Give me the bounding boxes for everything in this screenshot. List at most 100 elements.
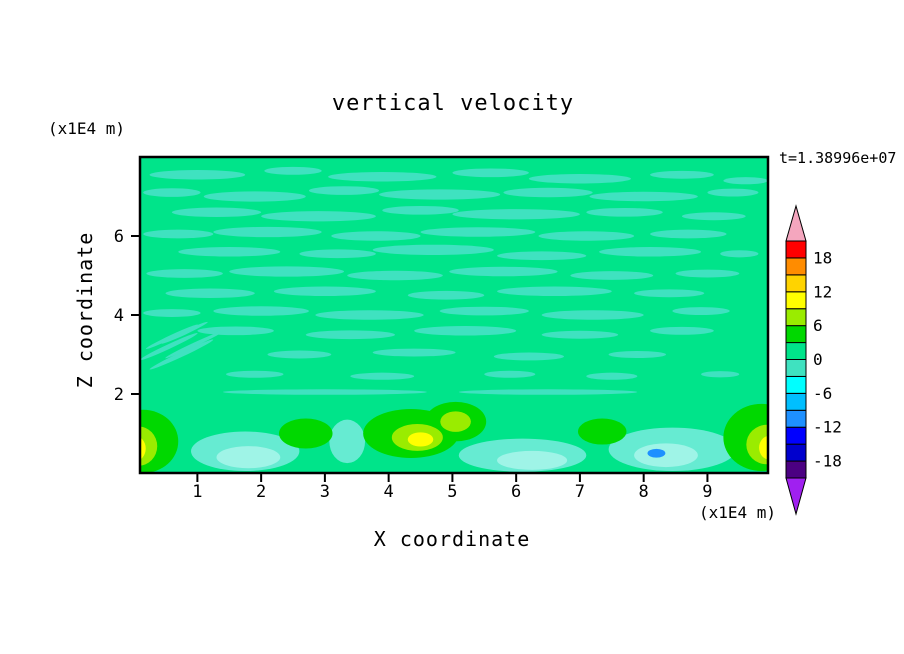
contour-streak <box>675 269 740 278</box>
contour-streak <box>720 250 759 258</box>
contour-streak <box>599 247 702 257</box>
contour-blob <box>329 419 366 464</box>
x-tick-label: 2 <box>256 482 266 502</box>
x-tick-label: 9 <box>702 482 712 502</box>
contour-streak <box>497 286 612 297</box>
plot-frame <box>138 155 770 475</box>
contour-streak <box>331 231 421 241</box>
colorbar-segment <box>785 325 807 344</box>
contour-streak <box>149 339 214 370</box>
contour-streak <box>701 371 740 378</box>
contour-blob <box>578 418 627 445</box>
colorbar-tick-label: 6 <box>813 316 823 335</box>
contour-streak <box>197 326 274 336</box>
contour-blob <box>497 450 568 470</box>
contour-streak <box>493 352 564 361</box>
z-axis-label: Z coordinate <box>73 232 97 389</box>
contour-streak <box>707 188 759 197</box>
contour-streak <box>347 270 443 281</box>
x-tick-label: 1 <box>192 482 202 502</box>
contour-streak <box>350 372 415 380</box>
contour-streak <box>308 186 380 195</box>
contour-streak <box>165 331 224 359</box>
x-axis-unit-label: (x1E4 m) <box>699 503 776 522</box>
contour-streak <box>586 372 638 380</box>
contour-blob <box>216 446 281 469</box>
colorbar-segment <box>785 426 807 445</box>
contour-streak <box>528 173 631 184</box>
contour-streak <box>229 266 345 277</box>
contour-streak <box>541 310 644 320</box>
x-tick-label: 6 <box>511 482 521 502</box>
contour-streak <box>497 251 587 261</box>
contour-blob <box>140 437 146 460</box>
contour-blob <box>278 418 333 449</box>
contour-streak <box>143 229 214 239</box>
contour-streak <box>178 247 281 257</box>
axis-ticks: 1 2 3 4 5 6 7 8 9 2 4 6 <box>114 227 713 502</box>
contour-blob <box>759 435 768 460</box>
contour-streak <box>570 271 654 280</box>
contour-streak <box>146 269 223 278</box>
colorbar-segment <box>785 308 807 327</box>
chart-title: vertical velocity <box>332 91 574 116</box>
colorbar-segment <box>785 443 807 462</box>
x-tick-label: 8 <box>639 482 649 502</box>
contour-streak <box>650 170 714 179</box>
contour-streak <box>586 207 663 217</box>
contour-streak <box>379 189 501 200</box>
contour-streak <box>143 188 201 197</box>
contour-streak <box>650 229 727 239</box>
contour-streak <box>538 231 635 241</box>
colorbar-segment <box>785 291 807 310</box>
contour-streak <box>439 306 529 316</box>
contour-streak <box>203 191 306 202</box>
contour-streak <box>458 389 638 395</box>
x-tick-label: 3 <box>320 482 330 502</box>
contour-streak <box>149 170 246 180</box>
contour-streak <box>328 172 437 182</box>
contour-streak <box>449 266 558 277</box>
colorbar-tick-label: -6 <box>813 384 832 403</box>
contour-streak <box>372 244 494 255</box>
contour-streak <box>608 350 666 359</box>
z-tick-label: 4 <box>114 306 124 326</box>
colorbar-segment <box>785 359 807 377</box>
contour-streak <box>650 326 714 335</box>
colorbar-segment <box>785 257 807 276</box>
contour-streak <box>161 321 208 344</box>
x-tick-label: 5 <box>447 482 457 502</box>
contour-field <box>140 157 768 473</box>
colorbar-segment <box>785 274 807 293</box>
colorbar-tick-label: 12 <box>813 282 832 301</box>
contour-streak <box>261 211 376 222</box>
z-tick-label: 6 <box>114 227 124 247</box>
colorbar: 18 12 6 0 -6 -12 -18 <box>785 204 842 516</box>
colorbar-tick-label: -18 <box>813 452 842 471</box>
colorbar-segment <box>785 240 807 259</box>
colorbar-tick-label: 18 <box>813 248 832 267</box>
colorbar-segment <box>785 392 807 411</box>
colorbar-segment <box>785 460 807 479</box>
contour-blob <box>407 432 434 447</box>
colorbar-under-arrow <box>785 477 807 516</box>
contour-streak <box>407 290 485 300</box>
contour-streak <box>140 332 198 361</box>
x-tick-label: 4 <box>384 482 394 502</box>
contour-streak <box>382 205 459 215</box>
colorbar-tick-label: -12 <box>813 418 842 437</box>
contour-streak <box>372 348 456 357</box>
contour-streak <box>315 310 424 320</box>
time-annotation: t=1.38996e+07 <box>779 149 896 167</box>
contour-blob <box>140 426 158 466</box>
contour-streak <box>165 288 255 299</box>
z-tick-label: 2 <box>114 385 124 405</box>
contour-streak <box>503 187 593 198</box>
contour-streak <box>267 350 332 359</box>
x-tick-label: 7 <box>575 482 585 502</box>
colorbar-segment <box>785 342 807 361</box>
contour-streak <box>589 191 698 202</box>
contour-streak <box>634 289 705 298</box>
